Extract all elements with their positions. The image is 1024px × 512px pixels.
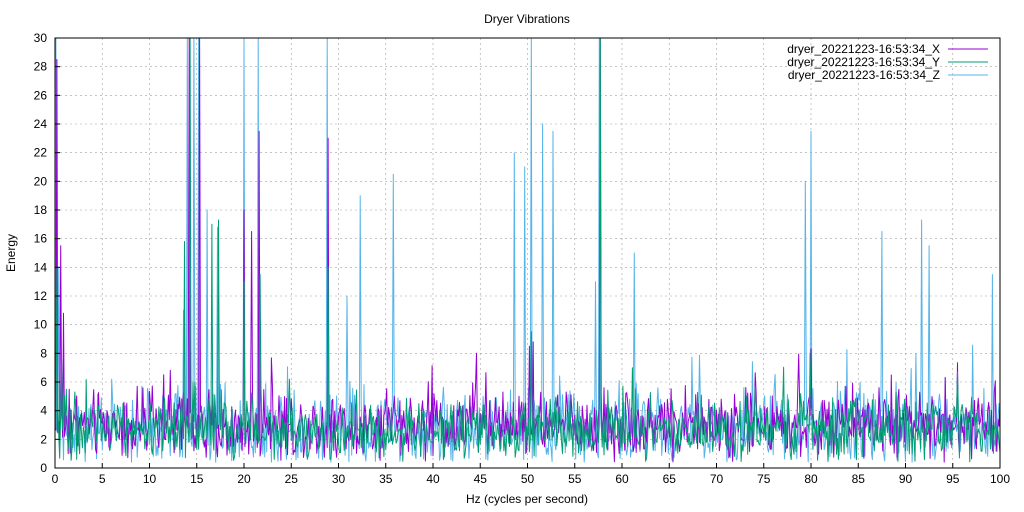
x-axis-label: Hz (cycles per second)	[466, 492, 588, 506]
y-tick-label: 0	[40, 461, 47, 475]
x-tick-label: 10	[143, 472, 157, 486]
x-tick-label: 0	[52, 472, 59, 486]
legend: dryer_20221223-16:53:34_Xdryer_20221223-…	[787, 42, 988, 82]
y-tick-label: 28	[34, 60, 48, 74]
y-tick-label: 10	[34, 318, 48, 332]
axis-ticks: 0 5 10 15 20 25 30 35 40 45 50 55 60 65 70 75 80 85 90 95 10…	[34, 31, 1011, 486]
y-tick-label: 4	[40, 404, 47, 418]
legend-label: dryer_20221223-16:53:34_Y	[787, 55, 940, 69]
x-tick-label: 15	[190, 472, 204, 486]
y-tick-label: 12	[34, 289, 48, 303]
grid	[55, 38, 1000, 468]
series-line	[54, 37, 1001, 463]
x-tick-label: 75	[757, 472, 771, 486]
chart-title: Dryer Vibrations	[484, 12, 570, 26]
x-tick-label: 95	[946, 472, 960, 486]
x-tick-label: 30	[332, 472, 346, 486]
y-tick-label: 20	[34, 174, 48, 188]
legend-label: dryer_20221223-16:53:34_Z	[788, 68, 940, 82]
x-tick-label: 5	[99, 472, 106, 486]
y-tick-label: 26	[34, 88, 48, 102]
x-tick-label: 65	[663, 472, 677, 486]
x-tick-label: 50	[521, 472, 535, 486]
x-tick-label: 35	[379, 472, 393, 486]
x-tick-label: 40	[426, 472, 440, 486]
x-tick-label: 60	[615, 472, 629, 486]
x-tick-label: 85	[852, 472, 866, 486]
y-axis-label: Energy	[4, 234, 18, 272]
x-tick-label: 20	[237, 472, 251, 486]
x-tick-label: 45	[474, 472, 488, 486]
y-tick-label: 16	[34, 232, 48, 246]
y-tick-label: 8	[40, 346, 47, 360]
x-tick-label: 80	[804, 472, 818, 486]
y-tick-label: 24	[34, 117, 48, 131]
x-tick-label: 25	[285, 472, 299, 486]
y-tick-label: 6	[40, 375, 47, 389]
x-tick-label: 70	[710, 472, 724, 486]
y-tick-label: 2	[40, 432, 47, 446]
series-layer	[54, 37, 1001, 463]
y-tick-label: 30	[34, 31, 48, 45]
x-tick-label: 90	[899, 472, 913, 486]
legend-label: dryer_20221223-16:53:34_X	[787, 42, 940, 56]
y-tick-label: 14	[34, 260, 48, 274]
x-tick-label: 100	[990, 472, 1010, 486]
y-tick-label: 22	[34, 146, 48, 160]
y-tick-label: 18	[34, 203, 48, 217]
x-tick-label: 55	[568, 472, 582, 486]
